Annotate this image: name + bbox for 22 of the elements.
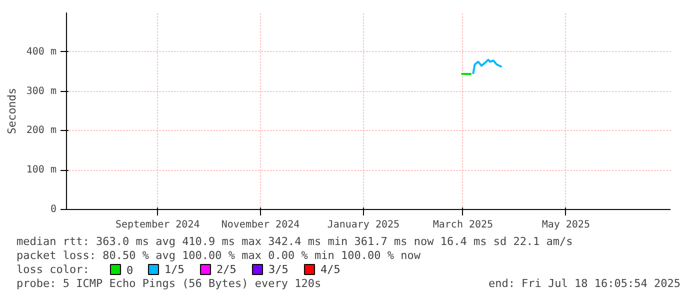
x-tick-label: September 2024 bbox=[115, 220, 200, 230]
text: end: Fri Jul 18 16:05:54 2025 bbox=[488, 277, 681, 290]
y-tick-label: 200 m bbox=[26, 125, 57, 136]
line-series bbox=[472, 58, 503, 75]
y-axis-title: Seconds bbox=[5, 88, 18, 134]
text: probe: 5 ICMP Echo Pings (56 Bytes) every 120s bbox=[16, 277, 322, 290]
text: packet loss: 80.50 % avg 100.00 % max 0.00 % min 100.00 % now bbox=[16, 249, 421, 262]
y-tick-label: 400 m bbox=[26, 46, 57, 58]
legend-title: loss color: bbox=[16, 263, 90, 276]
legend-label: 4/5 bbox=[320, 263, 340, 276]
legend-label: 3/5 bbox=[268, 263, 288, 276]
x-tick-label: May 2025 bbox=[542, 220, 590, 230]
y-tick-label: 0 bbox=[50, 204, 57, 215]
x-tick-label: January 2025 bbox=[327, 220, 400, 230]
legend-label: 0 bbox=[126, 264, 134, 277]
legend-label: 1/5 bbox=[164, 263, 184, 276]
x-tick-label: November 2024 bbox=[221, 220, 300, 230]
text: median rtt: 363.0 ms avg 410.9 ms max 342.4 ms min 361.7 ms now 16.4 ms sd 22.1 am/s bbox=[16, 235, 573, 248]
y-tick-label: 300 m bbox=[26, 86, 57, 97]
legend-label: 2/5 bbox=[216, 263, 236, 276]
y-tick-label: 100 m bbox=[26, 164, 57, 176]
x-tick-label: March 2025 bbox=[432, 220, 494, 230]
